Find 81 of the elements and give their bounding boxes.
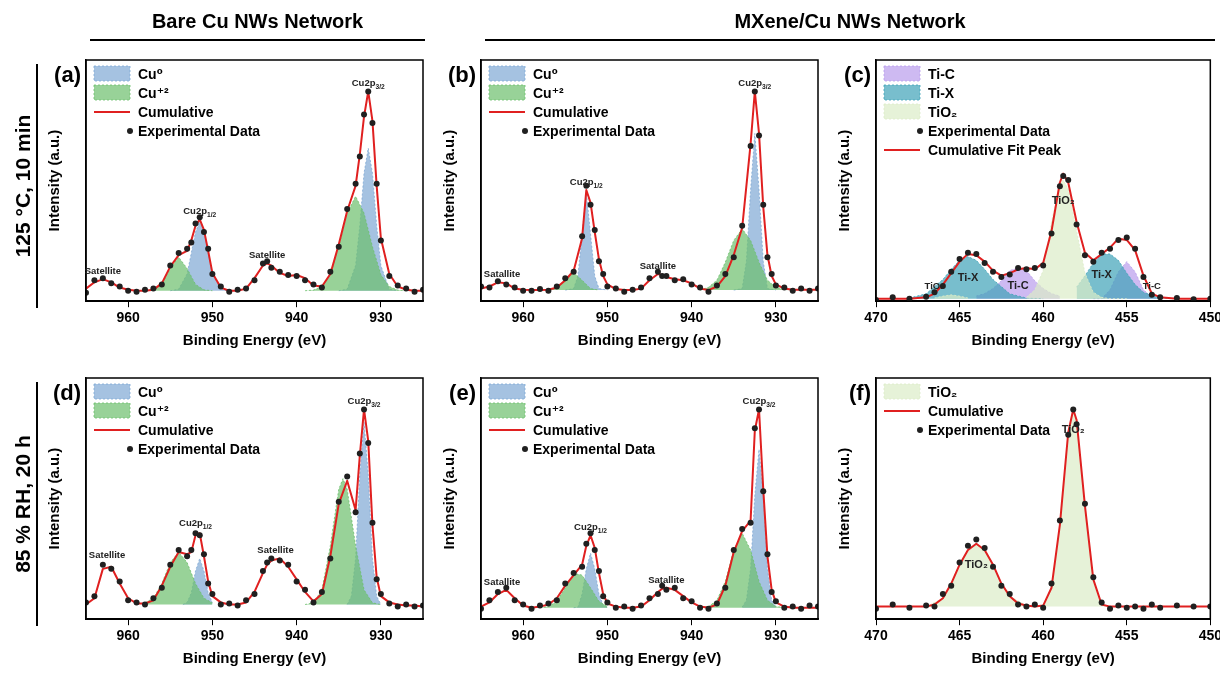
- x-tick-label: 460: [1031, 309, 1056, 326]
- y-axis-title: Intensity (a.u.): [440, 129, 458, 232]
- text: (a): [54, 62, 81, 87]
- x-tick-label: 470: [864, 309, 888, 326]
- legend-label: Cu⁺²: [533, 85, 565, 101]
- text: (e): [449, 380, 476, 405]
- chart-title: MXene/Cu NWs Network: [485, 10, 1215, 41]
- legend-label: Cumulative: [533, 422, 609, 438]
- annotation: Satallite: [483, 267, 521, 279]
- x-tick-label: 465: [947, 309, 972, 326]
- text: 125 °C, 10 min: [11, 114, 35, 258]
- annotation: Ti-C: [1007, 279, 1029, 292]
- x-tick-label: 960: [511, 309, 536, 326]
- legend-label: Cu⁰: [138, 384, 163, 400]
- legend-label: TiO₂: [928, 104, 958, 120]
- x-tick-label: 930: [764, 627, 788, 644]
- legend-label: Ti-C: [928, 66, 955, 82]
- x-tick-label: 960: [511, 627, 536, 644]
- annotation: Satallite: [483, 575, 521, 587]
- x-tick-label: 960: [116, 309, 141, 326]
- y-axis-title: Intensity (a.u.): [45, 447, 63, 550]
- legend-label: Experimental Data: [138, 123, 261, 139]
- annotation: Ti-X: [1091, 267, 1113, 280]
- legend-label: Cumulative: [138, 104, 214, 120]
- legend-label: Cumulative: [138, 422, 214, 438]
- x-tick-label: 470: [864, 627, 888, 644]
- legend-label: Experimental Data: [533, 441, 656, 457]
- x-tick-label: 930: [369, 309, 393, 326]
- x-tick-label: 940: [284, 627, 309, 644]
- annotation: Satellite: [257, 544, 294, 556]
- x-tick-label: 950: [200, 627, 225, 644]
- x-axis-title: Binding Energy (eV): [971, 649, 1115, 667]
- chart-title: Bare Cu NWs Network: [90, 10, 425, 41]
- x-axis-title: Binding Energy (eV): [971, 331, 1115, 349]
- legend-label: Cu⁰: [533, 384, 558, 400]
- x-tick-label: 940: [679, 627, 704, 644]
- y-axis-title: Intensity (a.u.): [835, 447, 853, 550]
- x-axis-title: Binding Energy (eV): [577, 331, 722, 349]
- legend-label: Cu⁰: [533, 66, 558, 82]
- x-tick-label: 950: [595, 627, 620, 644]
- x-tick-label: 950: [200, 309, 225, 326]
- x-tick-label: 460: [1031, 627, 1056, 644]
- x-tick-label: 950: [595, 309, 620, 326]
- annotation: TiO₂: [964, 557, 988, 570]
- y-axis-title: Intensity (a.u.): [835, 129, 853, 232]
- x-tick-label: 940: [679, 309, 704, 326]
- legend-label: Cumulative: [928, 403, 1004, 419]
- legend-label: Cu⁺²: [138, 403, 170, 419]
- y-axis-title: Intensity (a.u.): [45, 129, 63, 232]
- legend-label: Cu⁰: [138, 66, 163, 82]
- x-tick-label: 940: [284, 309, 309, 326]
- annotation: Satallite: [648, 573, 685, 585]
- x-tick-label: 960: [116, 627, 141, 644]
- text: (d): [52, 380, 81, 405]
- x-tick-label: 455: [1115, 309, 1139, 326]
- legend-label: Experimental Data: [928, 422, 1051, 438]
- x-tick-label: 465: [947, 627, 972, 644]
- annotation: Ti-X: [957, 270, 979, 283]
- x-tick-label: 455: [1115, 627, 1139, 644]
- legend-label: Experimental Data: [533, 123, 656, 139]
- annotation: Satellite: [88, 548, 126, 560]
- y-axis-title: Intensity (a.u.): [440, 447, 458, 550]
- x-axis-title: Binding Energy (eV): [182, 649, 327, 667]
- legend-label: Cumulative: [533, 104, 609, 120]
- legend-label: Experimental Data: [138, 441, 261, 457]
- annotation: Satellite: [248, 249, 286, 261]
- legend-label: Experimental Data: [928, 123, 1051, 139]
- legend-label: Cu⁺²: [533, 403, 565, 419]
- legend-label: TiO₂: [928, 384, 958, 400]
- text: (c): [844, 62, 871, 87]
- text: (b): [447, 62, 476, 87]
- x-tick-label: 930: [369, 627, 393, 644]
- legend-label: Cumulative Fit Peak: [928, 142, 1062, 158]
- legend-label: Cu⁺²: [138, 85, 170, 101]
- x-axis-title: Binding Energy (eV): [577, 649, 722, 667]
- annotation: Satallite: [639, 259, 677, 271]
- x-axis-title: Binding Energy (eV): [182, 331, 327, 349]
- legend-label: Ti-X: [928, 85, 955, 101]
- x-tick-label: 930: [764, 309, 788, 326]
- text: 85 % RH, 20 h: [11, 435, 35, 573]
- text: (f): [849, 380, 872, 405]
